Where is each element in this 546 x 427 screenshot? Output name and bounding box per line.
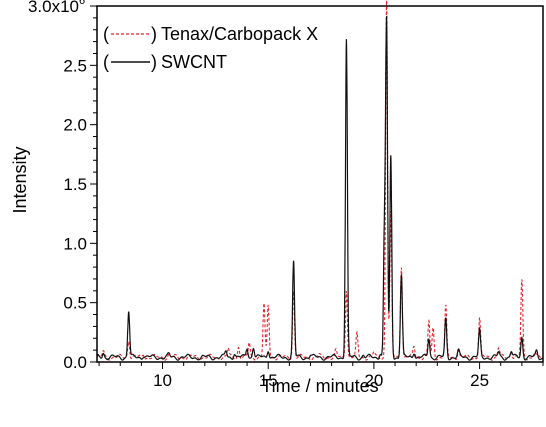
legend-open-paren-swcnt: ( [103,52,109,72]
y-tick-label: 1.0 [63,234,87,253]
legend-close-paren-tenax: ) [151,24,157,44]
y-tick-label: 1.5 [63,175,87,194]
legend-close-paren-swcnt: ) [151,52,157,72]
legend: ( ) Tenax/Carbopack X ( ) SWCNT [103,24,318,72]
legend-label-swcnt: SWCNT [161,52,227,72]
y-tick-label: 2.5 [63,56,87,75]
x-tick-label: 10 [153,371,172,390]
x-tick-label: 20 [364,371,383,390]
legend-label-tenax: Tenax/Carbopack X [161,24,318,44]
series-line-swcnt [96,16,544,361]
plot-lines [96,0,544,361]
x-axis-ticks: 10 15 20 25 [98,362,544,390]
legend-open-paren-tenax: ( [103,24,109,44]
x-tick-label: 25 [470,371,489,390]
y-tick-exponent: 6 [79,0,85,7]
y-axis-ticks: 0.0 0.5 1.0 1.5 2.0 2.5 3.0x10 6 [28,0,97,372]
y-axis-title: Intensity [10,146,30,213]
y-tick-label: 3.0x10 [28,0,79,16]
y-tick-label: 0.5 [63,294,87,313]
x-axis-title: Time / minutes [261,376,378,396]
y-tick-label: 2.0 [63,116,87,135]
y-tick-label: 0.0 [63,353,87,372]
x-tick-label: 15 [259,371,278,390]
